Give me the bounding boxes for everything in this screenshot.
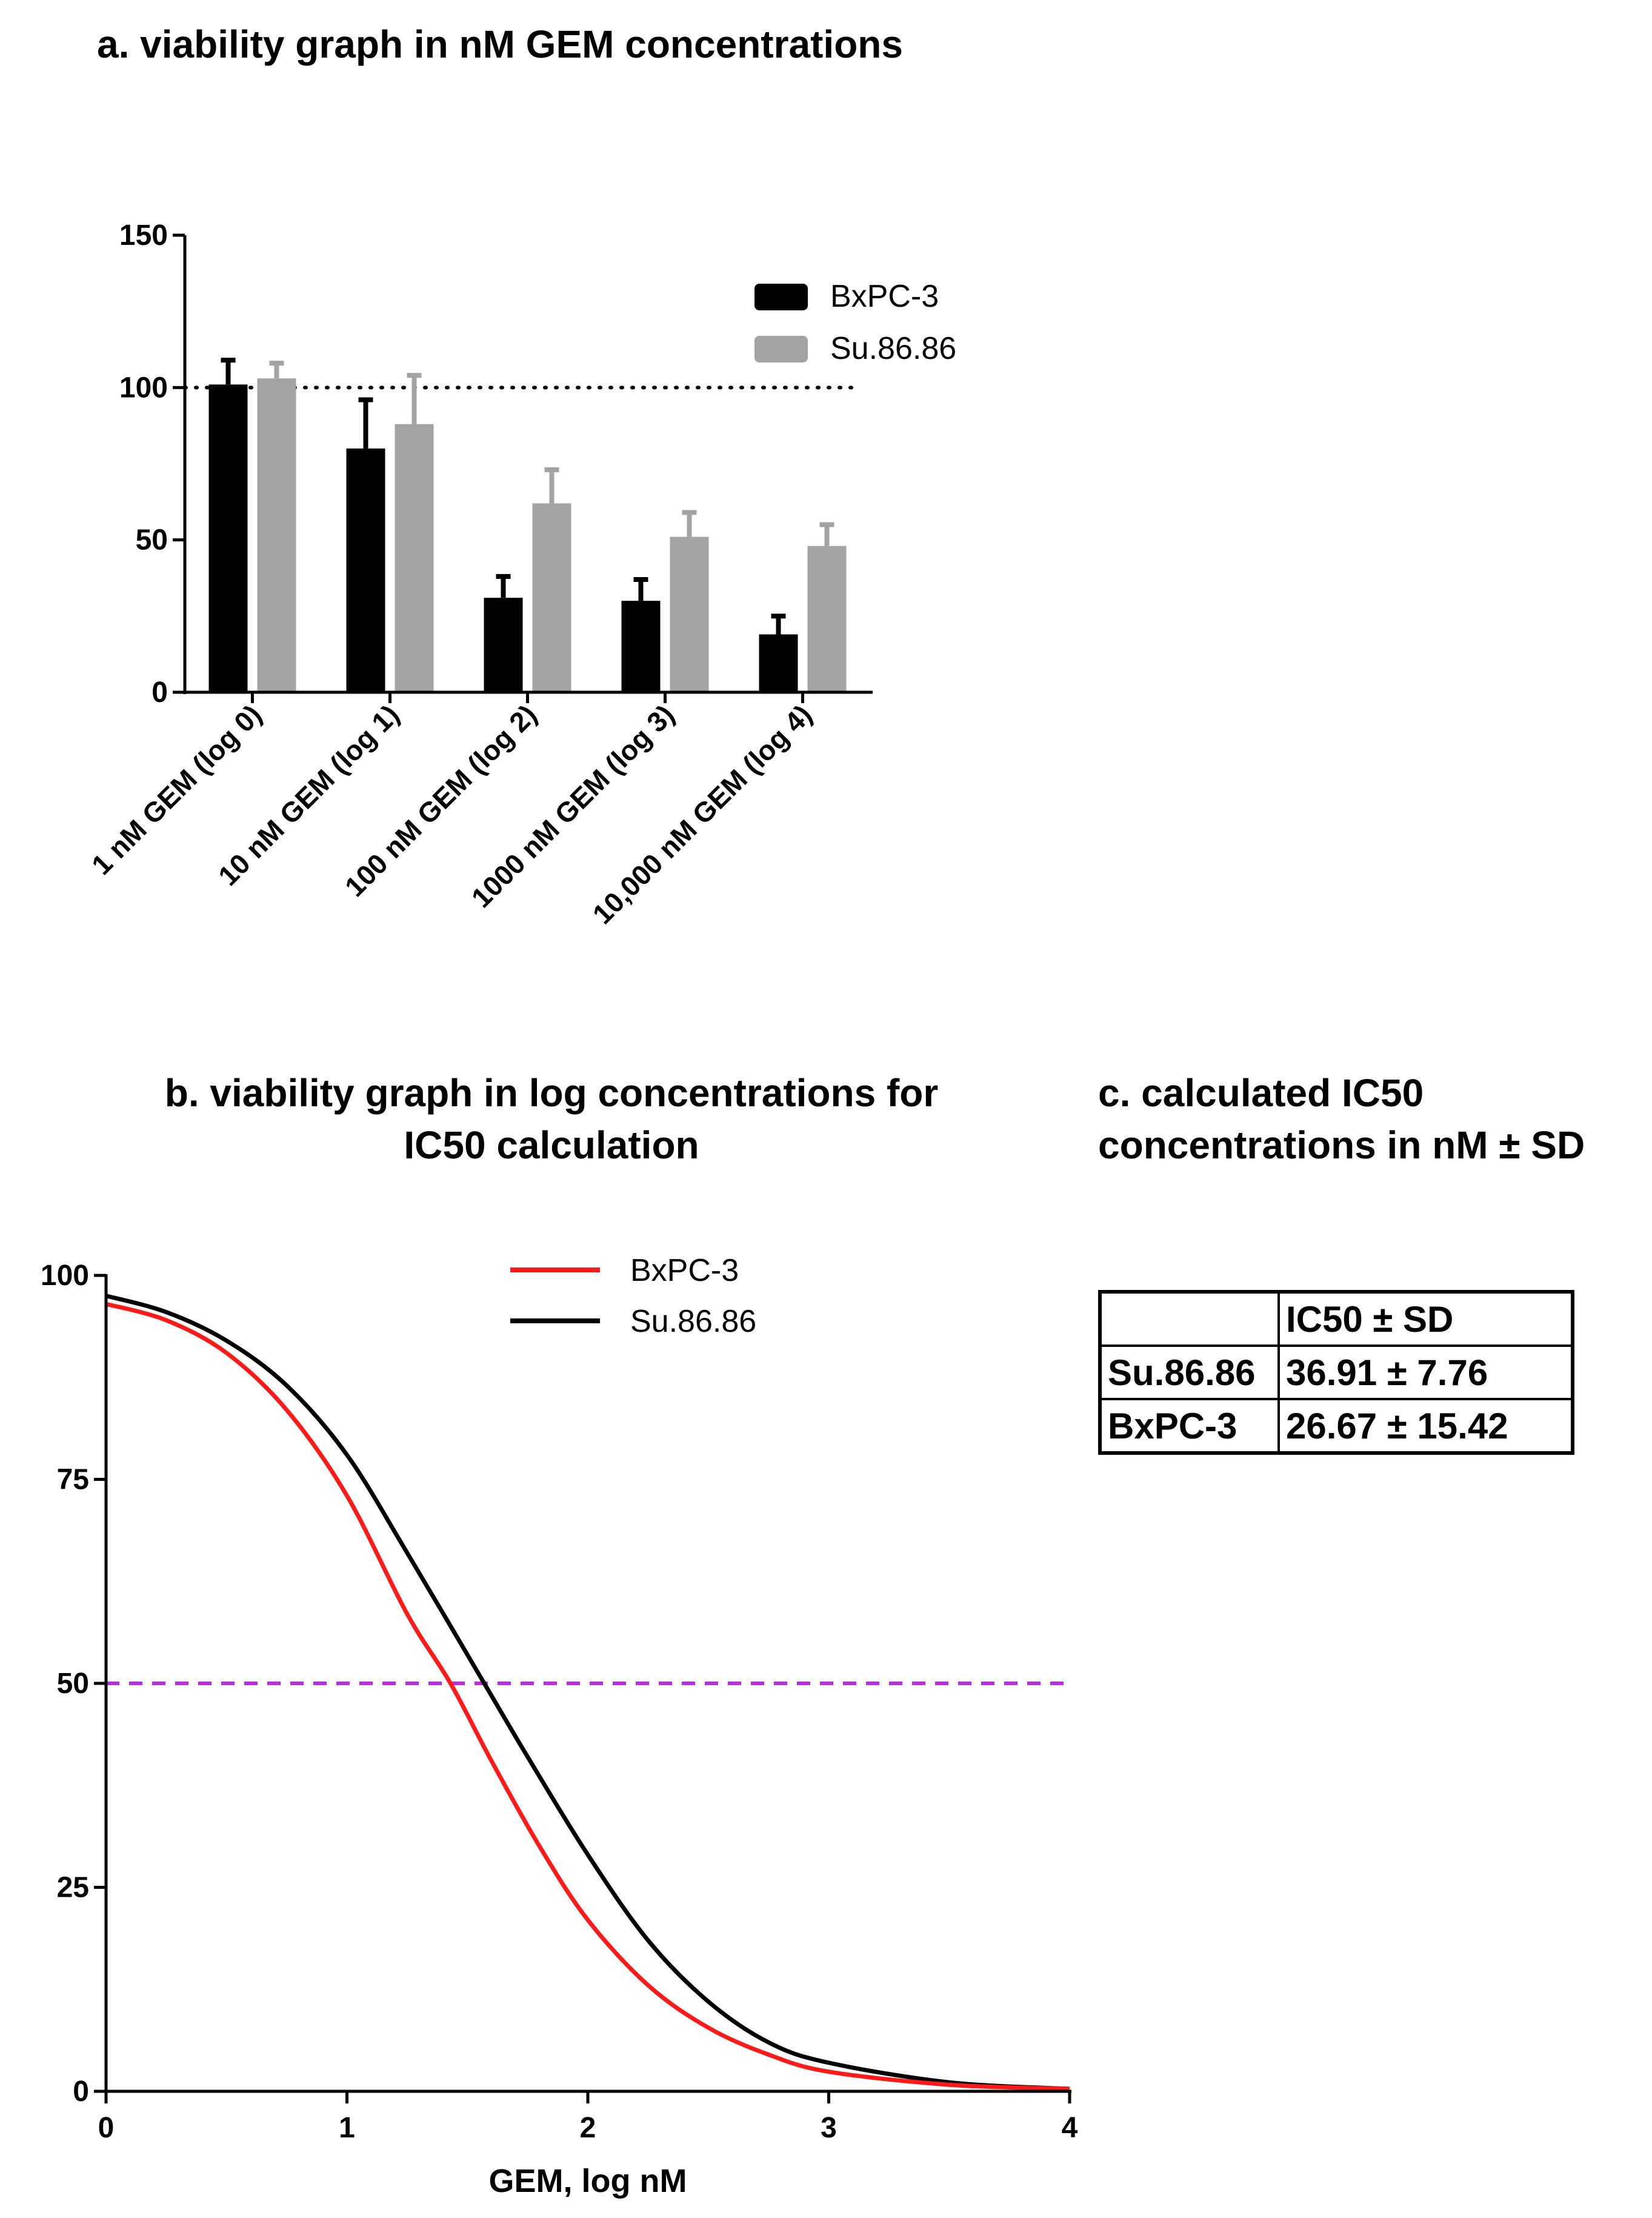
table-cell-cell-line: BxPC-3 [1099,1398,1280,1454]
bar [670,536,709,692]
bar-chart: 1 nM GEM (log 0)10 nM GEM (log 1)100 nM … [85,219,956,930]
table-cell-cell-line: Su.86.86 [1099,1344,1280,1400]
legend-label: Su.86.86 [630,1304,756,1339]
panel-c-title-line1: c. calculated IC50 [1098,1071,1424,1115]
bar [346,448,385,692]
x-tick-label: 2 [580,2112,596,2144]
bar [395,424,434,692]
y-tick-label: 25 [57,1872,89,1904]
table-row: BxPC-3 26.67 ± 15.42 [1099,1398,1574,1454]
bar [759,634,798,692]
legend-label: BxPC-3 [630,1253,739,1288]
x-tick-label: 1 [339,2112,355,2144]
x-tick-label: 0 [98,2112,115,2144]
y-tick-label: 100 [119,372,168,404]
legend-swatch [754,284,808,310]
bar [484,598,523,692]
legend-label: Su.86.86 [830,331,956,366]
table-row: Su.86.86 36.91 ± 7.76 [1099,1344,1574,1400]
y-tick-label: 0 [73,2076,89,2108]
series-line [105,1294,1070,2091]
panel-b-title: b. viability graph in log concentrations… [91,1067,1012,1171]
series-line [105,1301,1070,2091]
table-header-cell [1099,1291,1280,1347]
panel-b-title-line2: IC50 calculation [404,1123,699,1167]
y-tick-label: 0 [152,676,168,709]
x-axis-label: GEM, log nM [489,2163,687,2199]
y-tick-label: 50 [136,524,168,556]
table-header-cell: IC50 ± SD [1277,1291,1574,1347]
x-tick-label: 3 [821,2112,837,2144]
legend-label: BxPC-3 [830,279,939,314]
bar [257,378,296,692]
panel-a-title: a. viability graph in nM GEM concentrati… [97,22,903,66]
table-cell-ic50: 36.91 ± 7.76 [1277,1344,1574,1400]
bar [532,503,571,692]
panel-c-title: c. calculated IC50 concentrations in nM ±… [1098,1067,1585,1171]
panel-b-title-line1: b. viability graph in log concentrations… [164,1071,939,1115]
table-cell-ic50: 26.67 ± 15.42 [1277,1398,1574,1454]
x-tick-label: 10,000 nM GEM (log 4) [587,698,818,930]
y-tick-label: 50 [57,1668,89,1700]
y-tick-label: 75 [57,1464,89,1496]
line-chart: 0 25 50 75 100 0 1 2 3 4 GEM, log nM BxPC-3 Su.86.86 [41,1253,1078,2199]
ic50-table: IC50 ± SD Su.86.86 36.91 ± 7.76 BxPC-3 2… [1098,1290,1574,1455]
bar [621,601,661,692]
table-header-row: IC50 ± SD [1099,1291,1574,1347]
x-tick-label: 4 [1062,2112,1078,2144]
panel-c-title-line2: concentrations in nM ± SD [1098,1123,1585,1167]
y-tick-label: 100 [41,1260,89,1292]
y-tick-label: 150 [119,219,168,252]
bar [208,384,248,692]
bar [807,546,847,692]
legend-swatch [754,336,808,362]
